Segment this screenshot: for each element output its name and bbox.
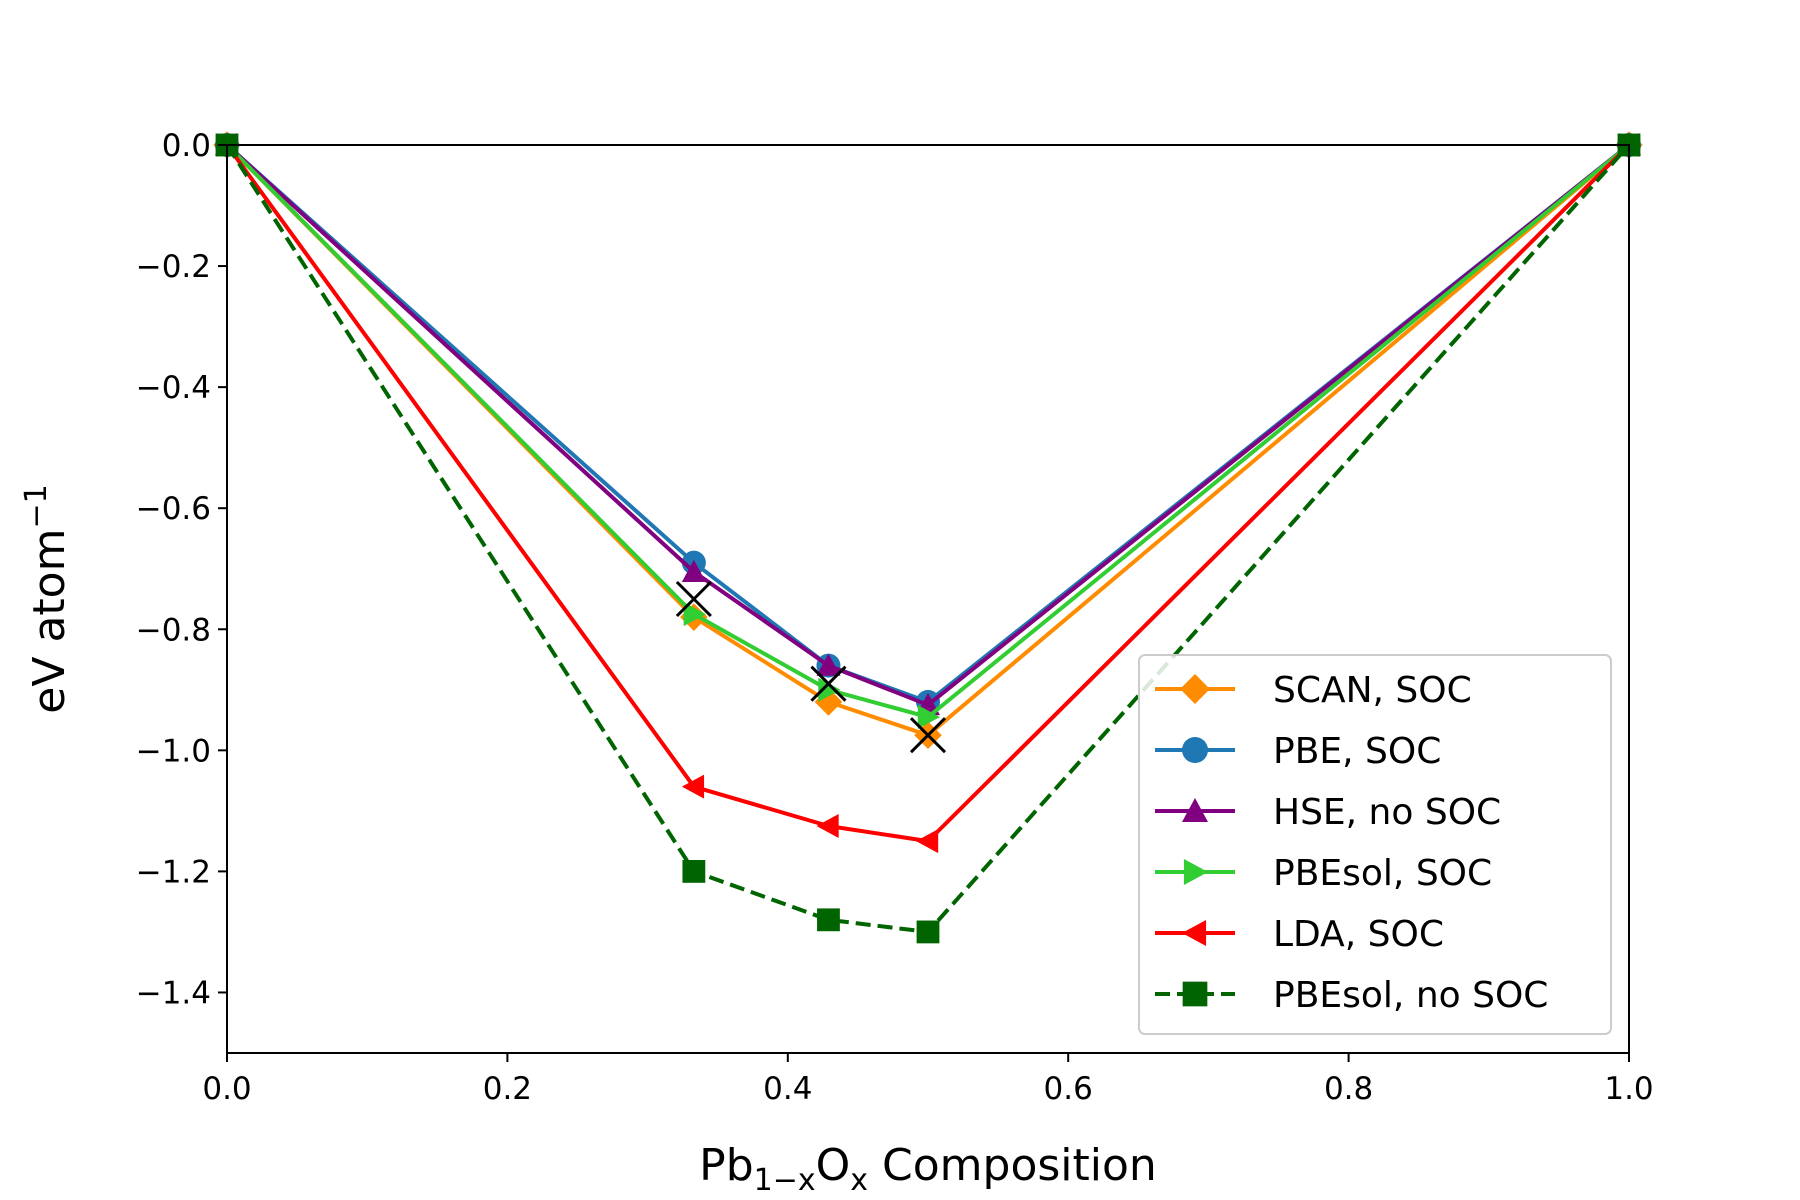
legend-marker	[1183, 859, 1208, 885]
data-point	[818, 677, 841, 702]
axis-ticks: 0.0 0.2 0.4 0.6 0.8 1.0 0.0 −0.2 −0.4 −0.6 −0.8 −1.…	[136, 128, 1654, 1107]
experimental-x-markers	[675, 580, 947, 754]
legend-marker	[1182, 737, 1208, 763]
data-point	[916, 920, 940, 944]
legend-entry: HSE, no SOC	[1155, 792, 1501, 833]
legend-label: PBEsol, no SOC	[1273, 975, 1548, 1016]
x-tick-label: 1.0	[1604, 1071, 1653, 1107]
data-point	[682, 860, 706, 883]
x-marker	[909, 717, 947, 754]
y-tick-label: −0.2	[136, 249, 211, 285]
legend-entry: PBEsol, SOC	[1155, 853, 1492, 894]
x-tick-label: 0.6	[1044, 1071, 1093, 1107]
legend: SCAN, SOC PBE, SOC HSE, no SOC PBEsol, SOC L…	[1138, 654, 1612, 1035]
data-point	[916, 829, 939, 854]
legend-marker	[1180, 674, 1210, 704]
legend-entry: LDA, SOC	[1155, 914, 1444, 955]
y-tick-label: −1.2	[136, 854, 211, 890]
x-marker	[810, 665, 847, 702]
y-tick-label: −0.8	[136, 612, 211, 648]
y-tick-label: −0.4	[136, 370, 211, 406]
y-tick-label: 0.0	[162, 128, 211, 164]
y-tick-label: −0.6	[136, 491, 211, 527]
data-point	[817, 908, 840, 932]
data-point	[683, 602, 706, 627]
y-axis-label: eV atom−1	[19, 484, 75, 713]
x-tick-label: 0.0	[202, 1071, 251, 1107]
x-marker	[675, 580, 712, 618]
legend-entry: SCAN, SOC	[1155, 670, 1472, 711]
y-tick-label: −1.4	[136, 975, 211, 1011]
x-tick-label: 0.8	[1324, 1071, 1373, 1107]
legend-entry: PBEsol, no SOC	[1155, 975, 1548, 1016]
axes-frame	[226, 144, 1630, 1054]
legend-entry: PBE, SOC	[1155, 731, 1441, 772]
legend-marker	[1182, 981, 1208, 1007]
data-point	[917, 705, 940, 730]
legend-box	[1138, 654, 1612, 1035]
legend-label: PBEsol, SOC	[1273, 853, 1492, 894]
x-tick-label: 0.2	[483, 1071, 532, 1107]
data-point	[816, 814, 839, 838]
data-point	[681, 559, 706, 582]
legend-label: LDA, SOC	[1273, 914, 1444, 955]
legend-label: PBE, SOC	[1273, 731, 1441, 772]
y-tick-label: −1.0	[136, 733, 211, 769]
legend-label: HSE, no SOC	[1273, 792, 1501, 833]
legend-label: SCAN, SOC	[1273, 670, 1472, 711]
legend-marker	[1182, 920, 1207, 946]
x-tick-label: 0.4	[763, 1071, 812, 1107]
data-point	[816, 653, 841, 676]
data-point	[681, 774, 705, 799]
x-axis-label: Pb1−xOx Composition	[699, 1140, 1157, 1198]
legend-marker	[1182, 798, 1208, 823]
